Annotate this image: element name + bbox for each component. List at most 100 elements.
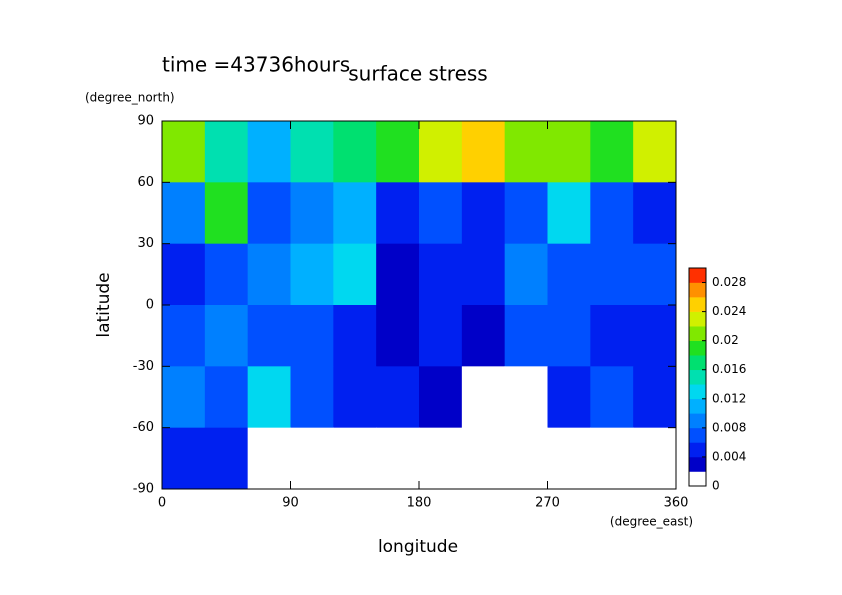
- field-cell: [162, 121, 206, 183]
- y-tick-label: 30: [137, 236, 154, 251]
- field-cell: [461, 366, 506, 429]
- field-cell: [461, 182, 506, 245]
- colorbar-frame: [688, 267, 707, 487]
- colorbar-band: [689, 268, 706, 283]
- colorbar-band: [689, 326, 706, 341]
- field-cell: [419, 243, 463, 306]
- field-cell: [633, 305, 677, 367]
- y-unit: (degree_north): [85, 91, 175, 105]
- field-cell: [547, 121, 591, 183]
- field-cell: [504, 121, 548, 183]
- colorbar-tick-label: 0: [712, 479, 720, 493]
- field-cell: [204, 366, 249, 429]
- field-cell: [204, 427, 249, 490]
- field-cell: [333, 182, 377, 245]
- x-tick-label: 0: [158, 496, 166, 511]
- field-cell: [162, 243, 206, 306]
- y-tick-label: -30: [133, 359, 154, 374]
- field-cell: [162, 366, 206, 429]
- field-cell: [504, 243, 548, 306]
- field-cell: [547, 243, 591, 306]
- field-cell: [376, 366, 420, 429]
- field-cell: [590, 243, 634, 306]
- colorbar-tick-label: 0.024: [712, 304, 746, 318]
- field-cell: [461, 427, 506, 490]
- colorbar-band: [689, 442, 706, 458]
- subtitle: time =43736hours: [162, 53, 350, 77]
- x-tick-label: 270: [535, 496, 560, 511]
- field-cell: [633, 243, 677, 306]
- colorbar-tick-label: 0.008: [712, 420, 746, 434]
- field-cell: [419, 427, 463, 490]
- field-cell: [247, 182, 291, 245]
- field-cell: [633, 182, 677, 245]
- field-cell: [290, 243, 334, 306]
- colorbar-tick-label: 0.012: [712, 391, 746, 405]
- colorbar-band: [689, 427, 706, 443]
- field-cell: [633, 427, 677, 490]
- field-cell: [547, 182, 591, 245]
- x-tick-label: 90: [282, 496, 299, 511]
- field-cell: [461, 305, 506, 367]
- field-cell: [247, 305, 291, 367]
- field-cell: [633, 121, 677, 183]
- field-cell: [333, 243, 377, 306]
- field-cell: [204, 243, 249, 306]
- field-cell: [247, 121, 291, 183]
- colorbar-band: [689, 384, 706, 400]
- field-cell: [333, 427, 377, 490]
- colorbar-tick-label: 0.028: [712, 275, 746, 289]
- field-cell: [290, 427, 334, 490]
- field-cell: [590, 427, 634, 490]
- field-cell: [162, 427, 206, 490]
- field-cell: [504, 305, 548, 367]
- field-cell: [419, 305, 463, 367]
- field-cell: [504, 427, 548, 490]
- field-cell: [419, 182, 463, 245]
- x-axis-label: longitude: [378, 537, 458, 557]
- field-cell: [590, 182, 634, 245]
- field-cell: [461, 121, 506, 183]
- field-cell: [376, 305, 420, 367]
- field-cell: [162, 182, 206, 245]
- colorbar-band: [689, 355, 706, 371]
- y-tick-label: 90: [137, 114, 154, 129]
- field-cell: [333, 305, 377, 367]
- field-cell: [633, 366, 677, 429]
- field-cell: [376, 121, 420, 183]
- field-cell: [590, 305, 634, 367]
- field-cell: [547, 366, 591, 429]
- y-tick-label: 0: [146, 298, 154, 313]
- x-tick-label: 360: [664, 496, 689, 511]
- field-cell: [504, 366, 548, 429]
- colorbar-band: [689, 471, 706, 487]
- colorbar-band: [689, 456, 706, 472]
- colorbar-band: [689, 413, 706, 429]
- colorbar-band: [689, 369, 706, 385]
- colorbar-band: [689, 398, 706, 414]
- field-cell: [204, 305, 249, 367]
- y-tick-label: -60: [133, 420, 154, 435]
- field-cell: [290, 182, 334, 245]
- colorbar-tick-label: 0.004: [712, 449, 746, 463]
- field-cell: [547, 305, 591, 367]
- field-cell: [290, 305, 334, 367]
- colorbar-tick-label: 0.02: [712, 333, 739, 347]
- colorbar-band: [689, 282, 706, 298]
- y-tick-label: -90: [133, 482, 154, 497]
- field-cell: [204, 182, 249, 245]
- field-cell: [419, 366, 463, 429]
- field-cell: [376, 427, 420, 490]
- field-cell: [333, 121, 377, 183]
- colorbar-tick-label: 0.016: [712, 362, 746, 376]
- field-cell: [247, 366, 291, 429]
- field-cell: [376, 243, 420, 306]
- field-cell: [162, 305, 206, 367]
- y-axis-label: latitude: [94, 272, 114, 337]
- chart-title: surface stress: [348, 62, 487, 86]
- field-cell: [376, 182, 420, 245]
- field-cell: [333, 366, 377, 429]
- field-cell: [461, 243, 506, 306]
- colorbar-band: [689, 311, 706, 327]
